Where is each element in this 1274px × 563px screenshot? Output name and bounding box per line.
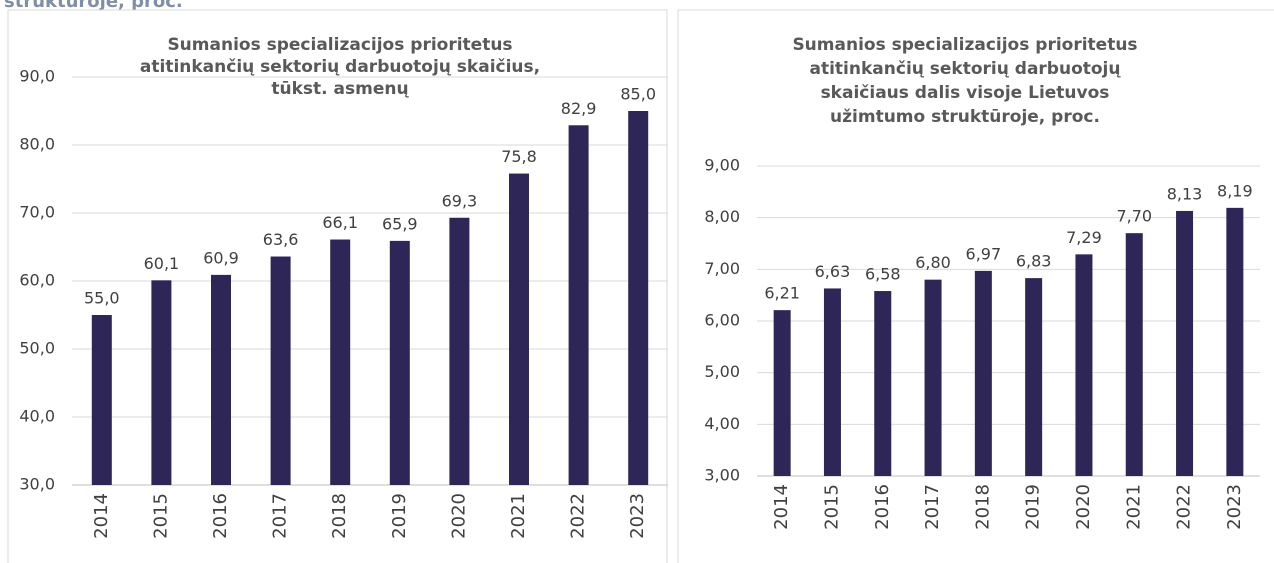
y-tick-label: 50,0 (19, 339, 55, 358)
bar (568, 125, 589, 485)
bar (773, 310, 791, 476)
data-label: 6,80 (915, 253, 951, 272)
x-tick-label: 2014 (771, 484, 792, 530)
data-label: 6,58 (865, 265, 901, 284)
x-tick-label: 2019 (389, 493, 410, 539)
chart-title: Sumanios specializacijos prioritetus (792, 35, 1137, 55)
data-label: 55,0 (84, 289, 120, 308)
x-tick-label: 2017 (270, 493, 291, 539)
chart-title: skaičiaus dalis visoje Lietuvos (821, 83, 1110, 103)
data-label: 7,29 (1066, 228, 1102, 247)
bar (449, 217, 470, 485)
x-tick-label: 2023 (627, 493, 648, 539)
bar (151, 280, 172, 485)
x-tick-label: 2016 (872, 484, 893, 530)
bar (270, 256, 291, 485)
chart-title: tūkst. asmenų (271, 79, 409, 99)
data-label: 69,3 (442, 191, 478, 210)
data-label: 60,9 (203, 248, 239, 267)
bar (509, 173, 529, 485)
x-tick-label: 2019 (1023, 484, 1044, 530)
data-label: 75,8 (501, 147, 537, 166)
y-tick-label: 90,0 (19, 67, 55, 86)
y-tick-label: 80,0 (19, 135, 55, 154)
y-tick-label: 9,00 (704, 156, 740, 175)
data-label: 82,9 (561, 99, 597, 118)
x-tick-label: 2023 (1224, 484, 1245, 530)
y-tick-label: 30,0 (19, 475, 55, 494)
y-tick-label: 7,00 (704, 259, 740, 278)
data-label: 8,19 (1217, 181, 1253, 200)
y-tick-label: 8,00 (704, 207, 740, 226)
data-label: 6,63 (815, 262, 851, 281)
bar (974, 270, 992, 476)
data-label: 63,6 (263, 230, 299, 249)
chart-title: užimtumo struktūroje, proc. (830, 107, 1100, 127)
x-tick-label: 2016 (210, 493, 231, 539)
data-label: 6,97 (966, 244, 1002, 263)
x-tick-label: 2022 (568, 493, 589, 539)
x-tick-label: 2017 (922, 484, 943, 530)
x-tick-label: 2015 (821, 484, 842, 530)
y-tick-label: 3,00 (704, 466, 740, 485)
x-tick-label: 2014 (91, 493, 112, 539)
x-tick-label: 2015 (150, 493, 171, 539)
bar (1226, 207, 1244, 476)
x-tick-label: 2020 (1073, 484, 1094, 530)
x-tick-label: 2021 (1123, 484, 1144, 530)
bar (628, 111, 649, 485)
data-label: 85,0 (620, 85, 656, 104)
bar (211, 274, 231, 485)
x-tick-label: 2018 (329, 493, 350, 539)
y-tick-label: 40,0 (19, 407, 55, 426)
x-tick-label: 2018 (972, 484, 993, 530)
bar (1125, 233, 1143, 476)
data-label: 7,70 (1116, 207, 1152, 226)
data-label: 60,1 (144, 254, 180, 273)
bar (1025, 278, 1043, 476)
heading: struktūroje, proc. (4, 0, 183, 12)
bar (389, 240, 410, 485)
x-tick-label: 2020 (448, 493, 469, 539)
bar (91, 315, 112, 485)
y-tick-label: 5,00 (704, 362, 740, 381)
y-tick-label: 4,00 (704, 414, 740, 433)
panel (7, 9, 668, 563)
bar (1075, 254, 1093, 476)
bar (823, 288, 841, 476)
data-label: 8,13 (1167, 184, 1203, 203)
bar (874, 291, 892, 476)
data-label: 6,83 (1016, 252, 1052, 271)
y-tick-label: 70,0 (19, 203, 55, 222)
data-label: 65,9 (382, 214, 418, 233)
data-label: 66,1 (322, 213, 358, 232)
data-label: 6,21 (764, 284, 800, 303)
chart-title: Sumanios specializacijos prioritetus (167, 35, 512, 55)
panel (677, 9, 1274, 563)
bar (1176, 210, 1194, 476)
chart-title: atitinkančių sektorių darbuotojų (810, 59, 1122, 79)
y-tick-label: 6,00 (704, 311, 740, 330)
x-tick-label: 2022 (1174, 484, 1195, 530)
x-tick-label: 2021 (508, 493, 529, 539)
chart-title: atitinkančių sektorių darbuotojų skaičiu… (140, 57, 540, 77)
y-tick-label: 60,0 (19, 271, 55, 290)
bar (924, 279, 942, 476)
bar (330, 239, 351, 485)
